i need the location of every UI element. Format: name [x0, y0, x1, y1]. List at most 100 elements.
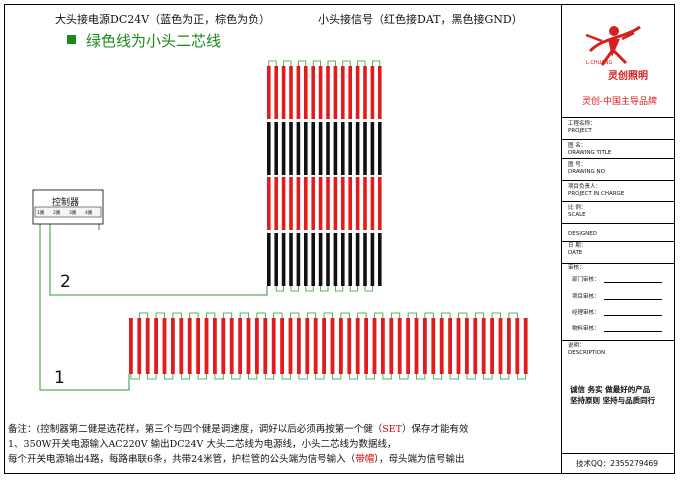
tube-segment: [246, 318, 251, 374]
note-line-2: 1、350W开关电源输入AC220V 输出DC24V 大头二芯线为电源线，小头二…: [8, 439, 397, 450]
tube-link-wire: [281, 374, 291, 380]
tube-segment: [289, 122, 293, 175]
tube-segment: [465, 318, 469, 374]
tube-segment: [296, 66, 301, 119]
tube-segment: [274, 233, 278, 286]
tb-designed: DESIGNED: [568, 231, 597, 237]
tb-scale: 比 例： SCALE: [568, 205, 587, 218]
tube-segment: [213, 318, 217, 374]
tube-segment: [281, 233, 286, 286]
tb-divider: [562, 340, 675, 341]
tube-segment: [378, 66, 382, 119]
tube-link-wire: [390, 312, 401, 318]
tube-segment: [281, 177, 286, 230]
tube-segment: [339, 318, 343, 374]
tube-link-wire: [466, 374, 476, 380]
tube-segment: [363, 122, 367, 175]
tb-project: 工程名称： PROJECT: [568, 121, 596, 134]
tube-segment: [414, 318, 419, 374]
tube-segment: [355, 318, 360, 374]
tube-segment: [322, 318, 326, 374]
tb-divider: [562, 263, 675, 264]
tube-link-wire: [320, 286, 329, 292]
tube-segment: [238, 318, 242, 374]
tb-divider: [562, 139, 675, 140]
upper-tube-group: [267, 60, 382, 292]
brand-logo: [585, 25, 641, 66]
tube-link-wire: [305, 286, 314, 292]
tube-segment: [267, 122, 271, 175]
controller-port-4: 4路: [85, 211, 93, 216]
tube-segment: [311, 66, 315, 119]
tube-segment: [423, 318, 427, 374]
tube-segment: [406, 318, 410, 374]
tube-segment: [196, 318, 200, 374]
tube-segment: [267, 233, 271, 286]
tube-link-wire: [424, 312, 434, 318]
tube-link-wire: [508, 312, 518, 318]
tube-segment: [363, 66, 367, 119]
controller-port-strip: [34, 206, 102, 218]
reviewer-department: 部门审核：: [572, 277, 600, 283]
tube-segment: [355, 66, 360, 119]
tube-segment: [347, 318, 352, 374]
tube-segment: [274, 122, 278, 175]
tube-link-wire: [248, 374, 258, 380]
tube-link-wire: [222, 312, 233, 318]
tube-link-wire: [273, 312, 283, 318]
tube-link-wire: [364, 286, 373, 292]
tube-segment: [318, 66, 323, 119]
tube-link-wire: [483, 374, 493, 380]
motto-line-1: 诚信 务实 做最好的产品: [570, 385, 651, 394]
tube-link-wire: [441, 312, 451, 318]
tube-link-wire: [189, 312, 199, 318]
tb-date: 日 期： DATE: [568, 243, 587, 256]
tube-link-wire: [372, 60, 381, 66]
lower-tube-group: [129, 312, 528, 380]
tube-link-wire: [138, 312, 149, 318]
tube-segment: [355, 122, 360, 175]
tube-link-wire: [382, 374, 392, 380]
tube-segment: [333, 122, 338, 175]
tube-link-wire: [327, 60, 336, 66]
tube-segment: [179, 318, 184, 374]
tube-link-wire: [231, 374, 241, 380]
tube-link-wire: [500, 374, 510, 380]
tube-link-wire: [298, 374, 308, 380]
tube-segment: [481, 318, 486, 374]
tube-segment: [389, 318, 394, 374]
tube-segment: [473, 318, 478, 374]
tube-link-wire: [264, 374, 275, 380]
tube-segment: [341, 122, 345, 175]
tube-link-wire: [357, 60, 366, 66]
signature-line: [604, 315, 662, 316]
tube-segment: [296, 177, 301, 230]
tube-link-wire: [365, 374, 375, 380]
wire-line-1: [39, 224, 130, 391]
tb-divider: [562, 453, 675, 454]
tube-link-wire: [147, 374, 157, 380]
tube-segment: [281, 122, 286, 175]
tube-link-wire: [516, 374, 527, 380]
tube-segment: [154, 318, 158, 374]
tube-segment: [355, 177, 360, 230]
tube-link-wire: [340, 312, 350, 318]
tube-segment: [271, 318, 276, 374]
tb-divider: [562, 117, 675, 118]
tube-segment: [333, 177, 338, 230]
reviewer-manager: 经理审核：: [572, 310, 600, 316]
tube-segment: [311, 177, 315, 230]
tube-segment: [364, 318, 368, 374]
tube-segment: [355, 233, 360, 286]
controller-label: 控制器: [52, 198, 80, 208]
tb-description: 说明： DESCRIPTION: [568, 343, 606, 356]
tube-segment: [326, 233, 330, 286]
tube-segment: [333, 66, 338, 119]
tb-divider: [562, 180, 675, 181]
tube-segment: [289, 233, 293, 286]
tube-link-wire: [290, 312, 300, 318]
tb-project-in-charge: 项目负责人： PROJECT IN CHARGE: [568, 184, 625, 197]
tube-segment: [378, 177, 382, 230]
tube-segment: [145, 318, 150, 374]
tube-link-wire: [268, 60, 277, 66]
